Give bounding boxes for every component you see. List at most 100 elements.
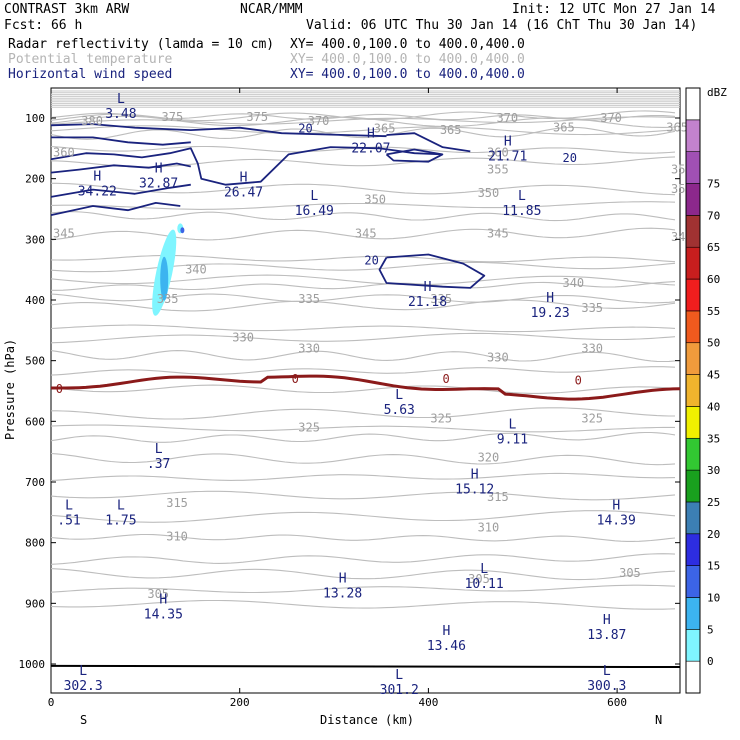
theta-contour [50,568,676,581]
extremum-value: 22.07 [351,141,390,156]
colorbar-cell [685,374,701,407]
theta-contour [50,116,676,125]
colorbar-cell [685,183,701,216]
y-axis-label: Pressure (hPa) [3,339,17,440]
theta-contour [50,211,676,222]
colorbar-tick-label: 35 [707,432,720,445]
colorbar-cell [685,533,701,566]
wind-contour [51,136,191,146]
theta-label: 305 [619,566,641,580]
axes: 0200400600800100200300400500600700800900… [19,88,680,709]
y-tick-label: 900 [25,597,45,610]
colorbar-tick-label: 40 [707,400,720,413]
wind-contour [50,123,387,138]
wind-contour [385,148,444,163]
theta-label: 370 [308,114,330,128]
extremum-type: H [155,162,163,177]
zero-isotherm-line [51,374,681,401]
theta-contour [50,125,676,136]
colorbar-cell [685,629,701,662]
theta-contour [51,182,676,196]
colorbar-cell [685,310,701,344]
extremum-type: H [240,171,248,186]
theta-label: 350 [478,186,500,200]
wind-contour [50,202,181,216]
extremum-type: H [93,169,101,184]
theta-label: 370 [496,111,518,125]
theta-contour [51,407,675,420]
colorbar-tick-label: 10 [707,591,720,604]
extremum-type: H [424,280,432,295]
theta-label: 350 [364,192,386,206]
field-reflectivity-xy: XY= 400.0,100.0 to 400.0,400.0 [290,37,525,52]
wind-contour [50,183,191,198]
x-tick-label: 400 [418,696,438,709]
colorbar-tick-label: 30 [707,464,720,477]
extremum-value: 21.18 [408,295,447,310]
theta-contour [50,366,676,376]
extremum-type: H [471,467,479,482]
theta-contour [50,350,676,363]
theta-label: 310 [478,521,500,535]
wind-label: 20 [298,121,312,135]
extremum-value: 11.85 [502,204,541,219]
zero-isotherm-label: 0 [56,382,63,396]
theta-label: 305 [147,587,169,601]
theta-contour [50,424,675,433]
colorbar-cell [685,278,701,312]
theta-label: 345 [355,226,377,240]
theta-label: 375 [162,110,184,124]
colorbar-cell [685,501,701,535]
x-tick-label: 0 [48,696,55,709]
extremum-type: H [339,572,347,587]
colorbar-cell [685,151,701,184]
theta-contour [50,553,676,565]
y-tick-label: 700 [25,476,45,489]
extremum-type: H [367,126,375,141]
y-tick-label: 800 [25,537,45,550]
wind-contour [386,132,471,153]
theta-label: 325 [298,420,320,434]
y-tick-label: 300 [25,233,45,246]
reflectivity-10dbz [160,256,169,301]
colorbar-tick-label: 50 [707,337,720,350]
theta-contour [50,324,676,333]
extremum-type: L [117,92,125,107]
x-axis-label: Distance (km) [320,713,414,727]
extremum-value: 302.3 [64,679,103,694]
zero-isotherm-label: 0 [575,374,582,388]
extremum-value: 32.87 [139,177,178,192]
colorbar-cell [685,565,701,598]
theta-contour [50,261,676,273]
theta-contour [50,115,676,128]
wind-label: 20 [562,151,576,165]
header-model: CONTRAST 3km ARW [4,2,129,17]
theta-contour [50,452,676,466]
wind-contour [50,162,191,174]
theta-label: 330 [581,342,603,356]
wind-contour [50,146,443,186]
x-tick-label: 200 [230,696,250,709]
header-org: NCAR/MMM [240,2,303,17]
extremum-value: 34.22 [78,184,117,199]
colorbar-cell [685,342,701,375]
extremum-value: 19.23 [531,306,570,321]
header-init: Init: 12 UTC Mon 27 Jan 14 [512,2,716,17]
theta-label: 325 [430,411,452,425]
field-wind-xy: XY= 400.0,100.0 to 400.0,400.0 [290,67,525,82]
extremum-value: 13.28 [323,587,362,602]
theta-label: 340 [562,276,584,290]
extremum-type: L [603,664,611,679]
extremum-value: 13.46 [427,639,466,654]
colorbar-tick-label: 0 [707,655,714,668]
theta-label: 330 [487,351,509,365]
theta-contour [50,431,676,443]
field-theta-name: Potential temperature [8,52,173,67]
extremum-value: 5.63 [384,403,415,418]
wind-label: 20 [364,254,378,268]
header-valid: Valid: 06 UTC Thu 30 Jan 14 (16 ChT Thu … [306,18,697,33]
north-label: N [655,713,662,727]
colorbar-cell [685,87,701,121]
y-tick-label: 200 [25,173,45,186]
